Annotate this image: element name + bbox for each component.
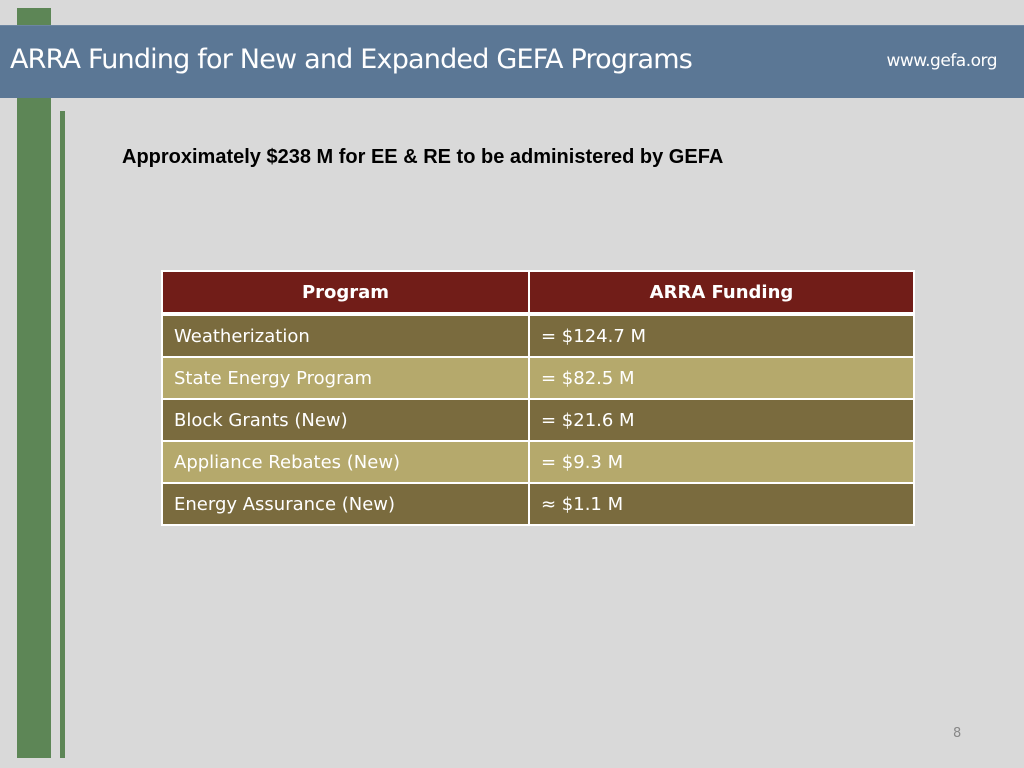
- table-row: Block Grants (New) = $21.6 M: [162, 399, 914, 442]
- funding-cell: = $124.7 M: [529, 314, 914, 358]
- decorative-green-thin-bar: [60, 111, 65, 758]
- slide-subtitle: Approximately $238 M for EE & RE to be a…: [122, 146, 724, 168]
- column-header-funding: ARRA Funding: [529, 271, 914, 316]
- funding-cell: = $9.3 M: [529, 441, 914, 484]
- program-cell: Energy Assurance (New): [162, 483, 530, 526]
- program-cell: Appliance Rebates (New): [162, 441, 530, 484]
- page-number: 8: [953, 726, 962, 741]
- funding-cell: ≈ $1.1 M: [529, 483, 914, 526]
- table-row: Weatherization = $124.7 M: [162, 314, 914, 358]
- program-cell: Weatherization: [162, 314, 530, 358]
- column-header-program: Program: [162, 271, 530, 316]
- website-url: www.gefa.org: [886, 51, 998, 71]
- program-cell: Block Grants (New): [162, 399, 530, 442]
- decorative-green-bar: [17, 8, 51, 758]
- funding-cell: = $21.6 M: [529, 399, 914, 442]
- table-header-row: Program ARRA Funding: [162, 271, 914, 316]
- funding-table: Program ARRA Funding Weatherization = $1…: [161, 270, 915, 526]
- table-row: Appliance Rebates (New) = $9.3 M: [162, 441, 914, 484]
- table-row: Energy Assurance (New) ≈ $1.1 M: [162, 483, 914, 526]
- program-cell: State Energy Program: [162, 357, 530, 400]
- funding-cell: = $82.5 M: [529, 357, 914, 400]
- title-band: ARRA Funding for New and Expanded GEFA P…: [0, 25, 1024, 98]
- table-row: State Energy Program = $82.5 M: [162, 357, 914, 400]
- slide-title: ARRA Funding for New and Expanded GEFA P…: [10, 44, 693, 75]
